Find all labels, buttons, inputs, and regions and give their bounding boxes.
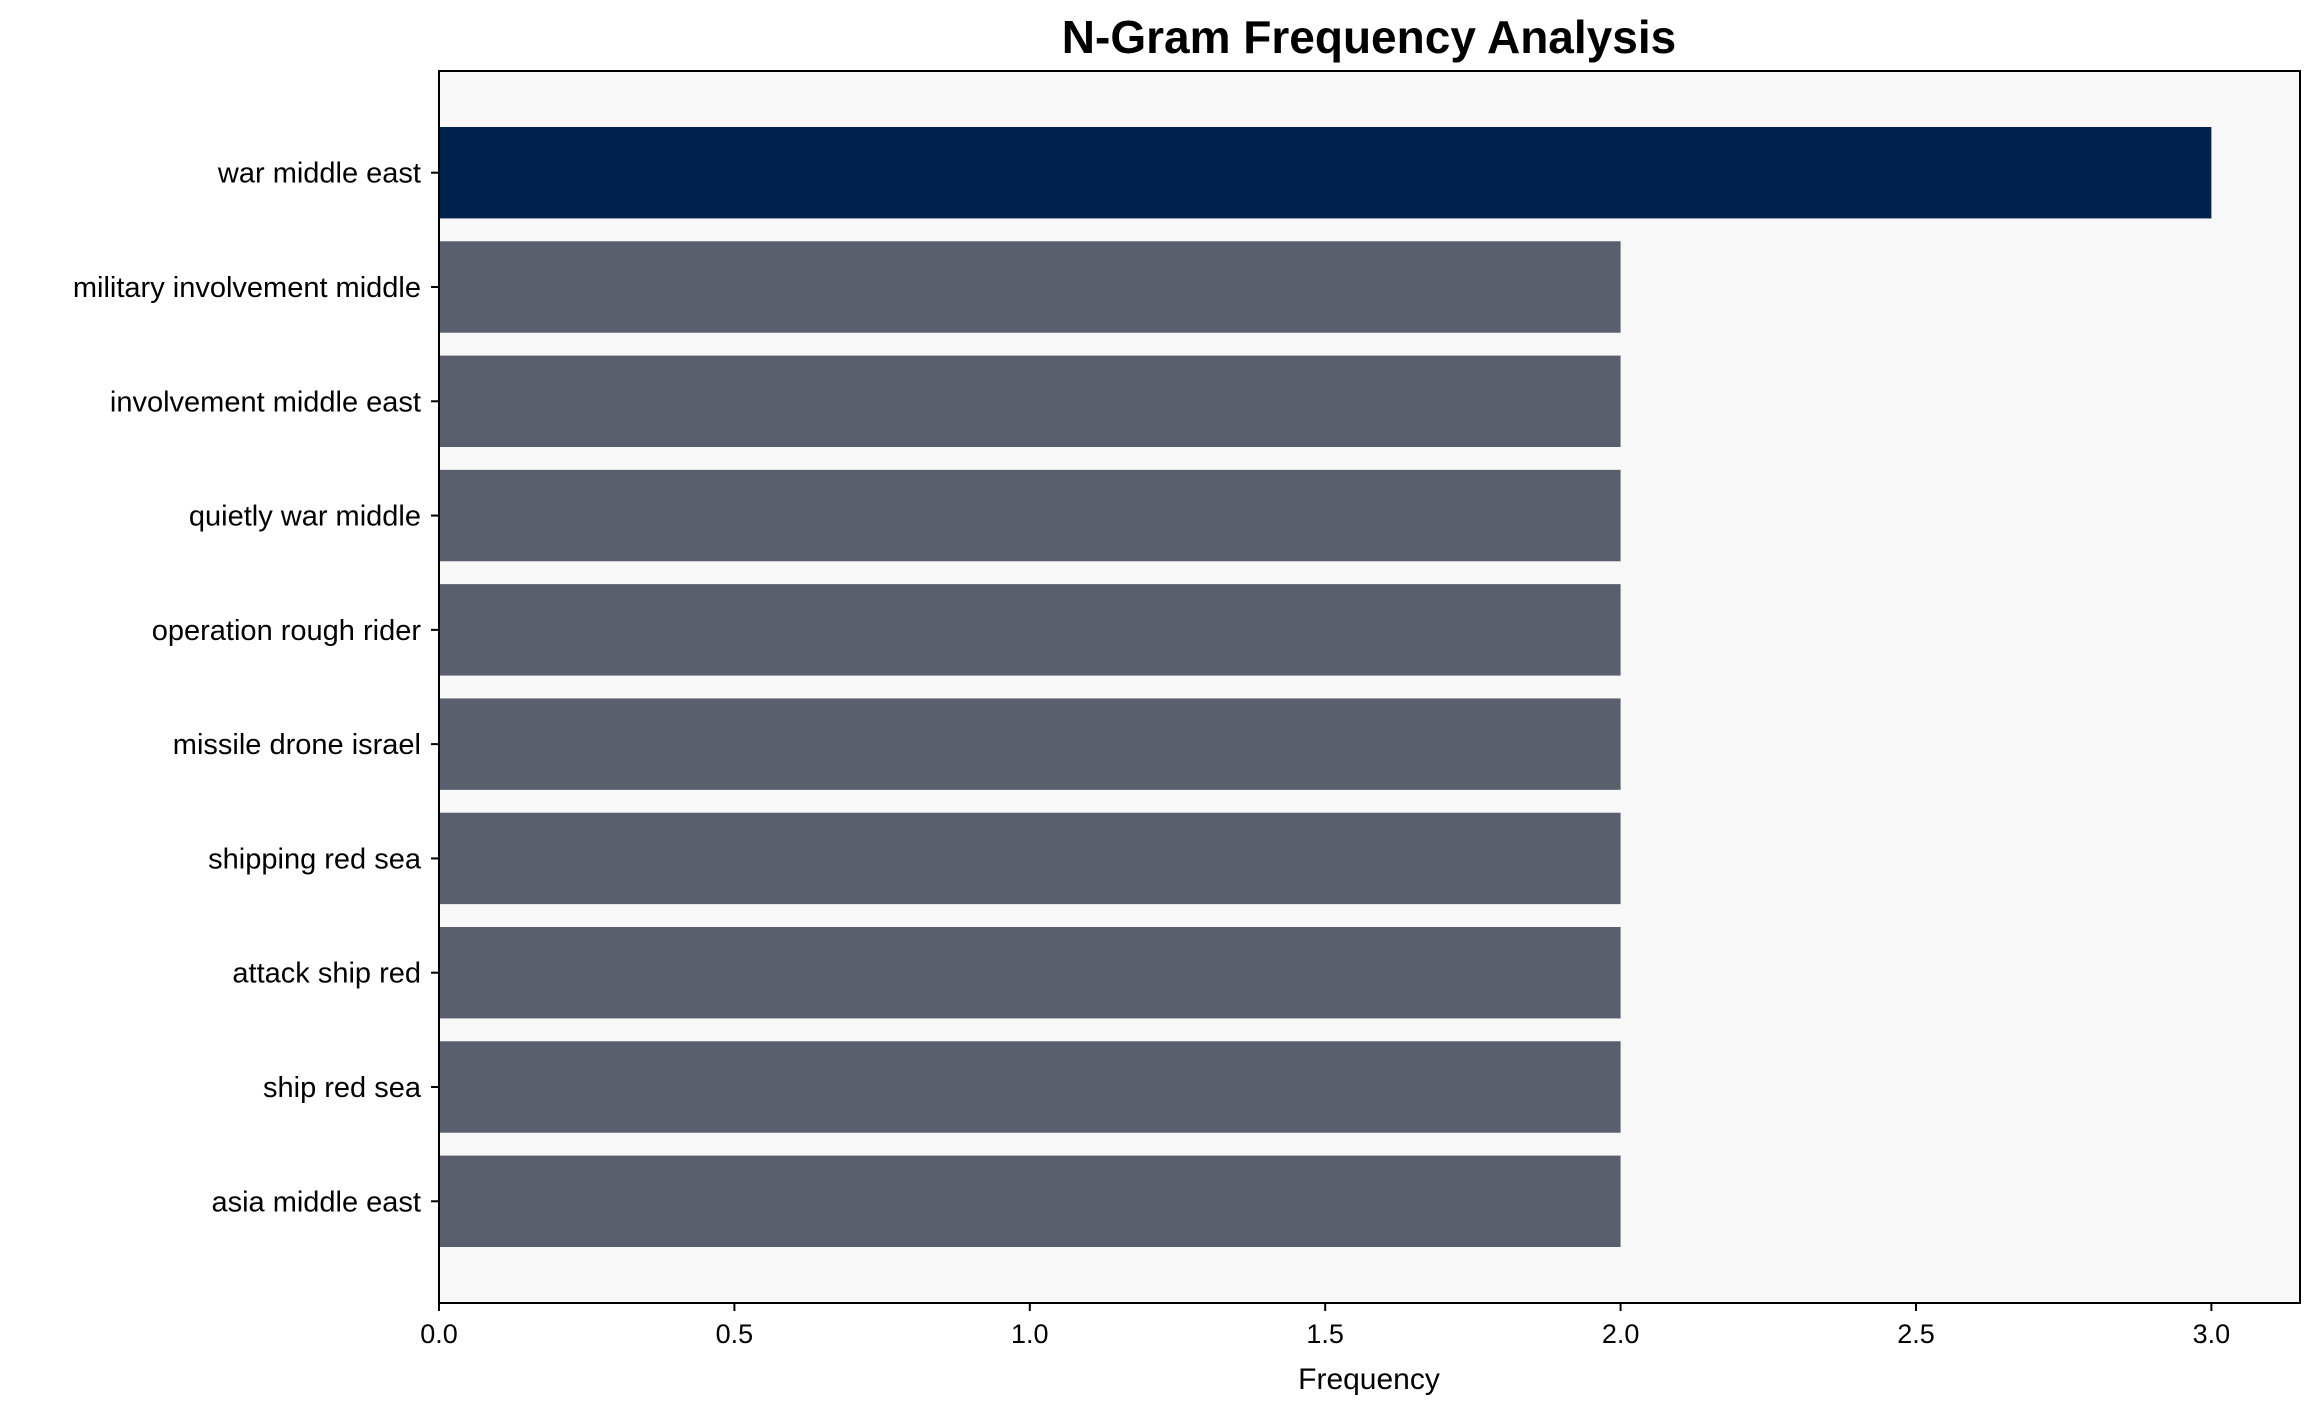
x-tick-label: 0.5 — [716, 1319, 754, 1349]
x-tick-label: 0.0 — [420, 1319, 458, 1349]
y-tick-label: asia middle east — [211, 1186, 421, 1218]
bar — [439, 1041, 1621, 1133]
y-tick-label: missile drone israel — [173, 729, 421, 761]
x-tick-label: 2.0 — [1602, 1319, 1640, 1349]
bar — [439, 127, 2212, 219]
y-tick-label: operation rough rider — [152, 615, 422, 647]
plot-frame — [438, 70, 2301, 1304]
y-tick-label: shipping red sea — [208, 843, 422, 875]
y-tick-label: attack ship red — [232, 958, 421, 990]
y-tick-label: military involvement middle — [73, 272, 421, 304]
bar — [439, 1155, 1621, 1247]
bar — [439, 584, 1621, 676]
bar — [439, 469, 1621, 562]
x-tick-label: 1.0 — [1011, 1319, 1049, 1349]
bar — [439, 355, 1621, 447]
x-tick-label: 3.0 — [2193, 1319, 2231, 1349]
y-tick-label: quietly war middle — [189, 501, 421, 533]
bar — [439, 241, 1621, 333]
x-axis-label: Frequency — [1298, 1363, 1440, 1396]
bar — [439, 927, 1621, 1019]
x-tick-label: 2.5 — [1897, 1319, 1935, 1349]
bar — [439, 812, 1621, 905]
chart-title: N-Gram Frequency Analysis — [1062, 11, 1676, 63]
y-tick-label: war middle east — [217, 158, 421, 190]
bar — [439, 698, 1621, 790]
x-tick-label: 1.5 — [1306, 1319, 1344, 1349]
y-tick-label: ship red sea — [263, 1072, 422, 1104]
y-tick-label: involvement middle east — [110, 386, 421, 418]
